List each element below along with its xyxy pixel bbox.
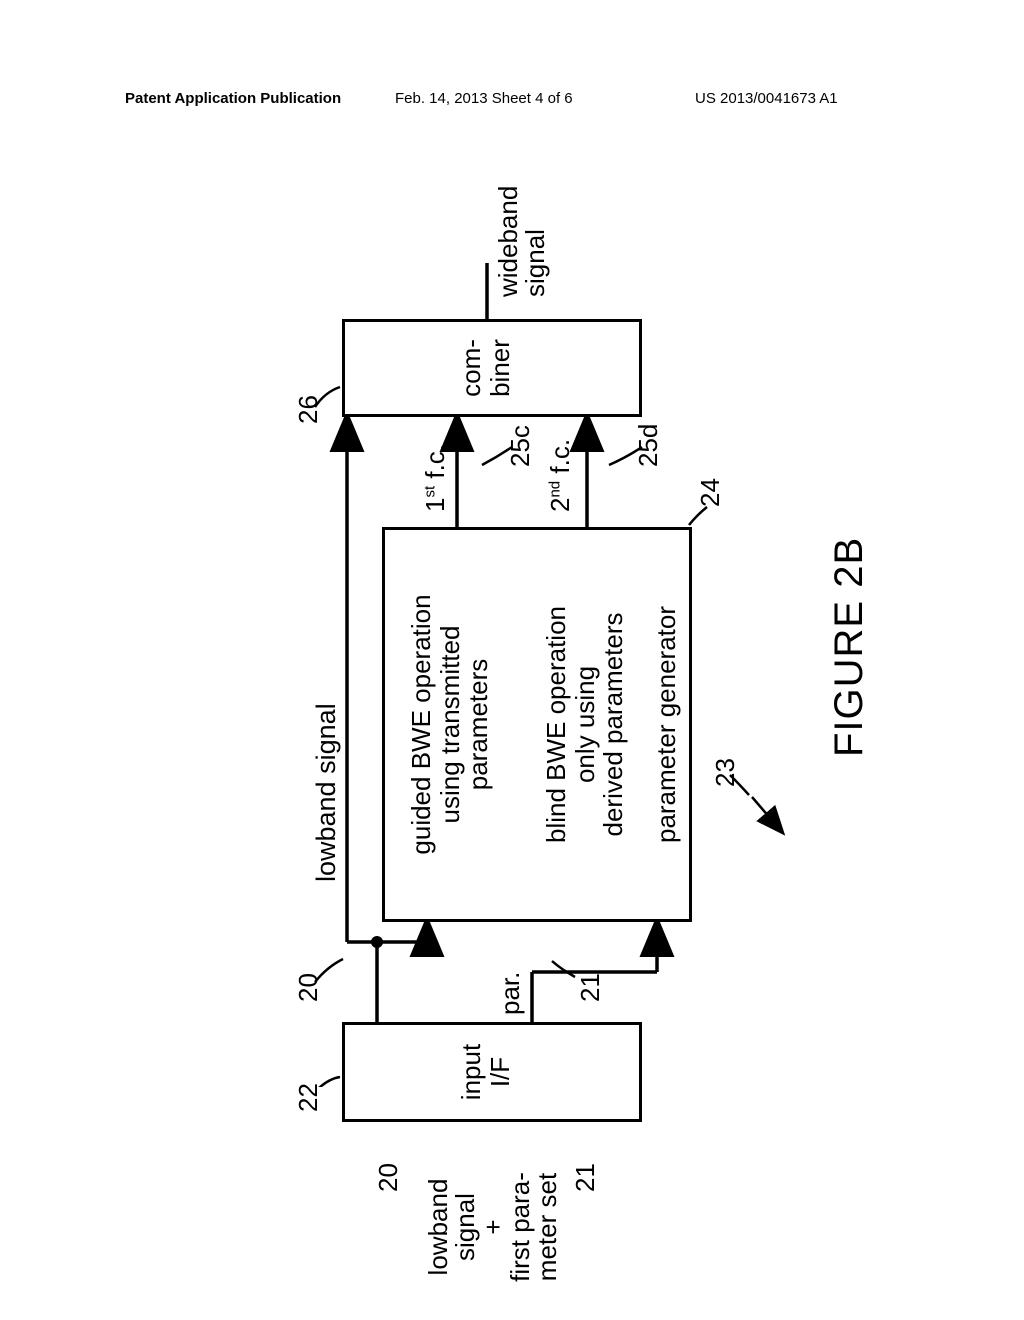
header-right: US 2013/0041673 A1 <box>695 90 838 107</box>
header-center: Feb. 14, 2013 Sheet 4 of 6 <box>395 90 573 107</box>
ref-20b: 20 <box>295 973 322 1002</box>
guided-bwe-label: guided BWE operationusing transmittedpar… <box>407 537 493 912</box>
par-label: par. <box>497 972 524 1015</box>
lowband-signal-label: lowband signal <box>312 703 340 882</box>
combiner-label: com-biner <box>457 319 514 417</box>
ref-25c: 25c <box>507 425 534 467</box>
ref-26: 26 <box>295 395 322 424</box>
fc1-rest: f.c. <box>420 444 450 486</box>
param-gen-label: parameter generator <box>652 537 681 912</box>
ref-25d: 25d <box>635 424 662 467</box>
ref-23: 23 <box>712 758 739 787</box>
fc2-sup: nd <box>546 481 563 498</box>
fc2-rest: f.c. <box>545 439 575 481</box>
ref-21b: 21 <box>577 973 604 1002</box>
figure-2b: inputI/F guided BWE operationusing trans… <box>0 263 1024 1087</box>
fc2-label: 2nd f.c. <box>547 439 574 512</box>
header-left: Patent Application Publication <box>125 90 341 107</box>
fc1-sup: st <box>421 486 438 498</box>
ref-22: 22 <box>295 1083 322 1112</box>
ref-21a: 21 <box>572 1163 599 1192</box>
fc1-num: 1 <box>420 498 450 512</box>
figure-caption: FIGURE 2B <box>827 537 872 757</box>
input-if-label: inputI/F <box>457 1022 514 1122</box>
ref-24: 24 <box>697 478 724 507</box>
fc2-num: 2 <box>545 498 575 512</box>
page-header: Patent Application Publication Feb. 14, … <box>0 90 1024 110</box>
blind-bwe-label: blind BWE operationonly usingderived par… <box>542 537 628 912</box>
input-signal-label: lowbandsignal+first para-meter set <box>425 1167 561 1287</box>
wideband-label: widebandsignal <box>495 157 550 297</box>
ref-20a: 20 <box>375 1163 402 1192</box>
fc1-label: 1st f.c. <box>422 444 449 512</box>
